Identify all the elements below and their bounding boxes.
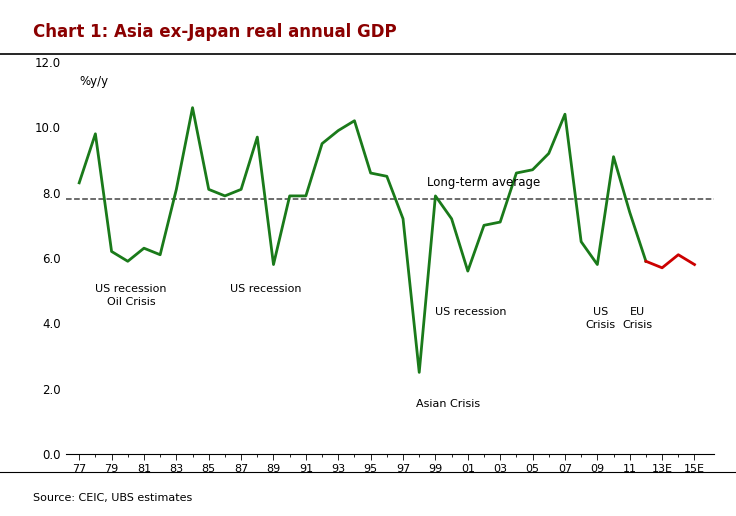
- Text: Chart 1: Asia ex-Japan real annual GDP: Chart 1: Asia ex-Japan real annual GDP: [33, 23, 397, 41]
- Text: US recession
Oil Crisis: US recession Oil Crisis: [95, 284, 167, 308]
- Text: %y/y: %y/y: [79, 75, 108, 88]
- Text: US
Crisis: US Crisis: [586, 307, 615, 330]
- Text: Long-term average: Long-term average: [428, 176, 540, 189]
- Text: US recession: US recession: [230, 284, 301, 294]
- Text: EU
Crisis: EU Crisis: [623, 307, 653, 330]
- Text: US recession: US recession: [435, 307, 507, 317]
- Text: Source: CEIC, UBS estimates: Source: CEIC, UBS estimates: [33, 493, 192, 503]
- Text: Asian Crisis: Asian Crisis: [417, 398, 481, 409]
